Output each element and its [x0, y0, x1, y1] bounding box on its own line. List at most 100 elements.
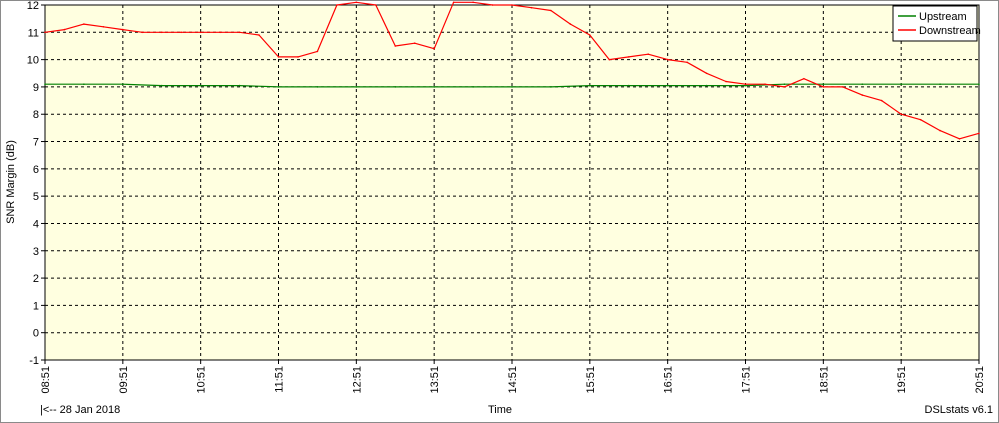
- data-point-downstream: [413, 42, 416, 44]
- data-point-upstream: [628, 84, 630, 87]
- data-point-downstream: [277, 56, 280, 58]
- data-point-downstream: [686, 61, 688, 64]
- data-point-downstream: [238, 31, 241, 34]
- x-tick-label: 10:51: [196, 366, 208, 394]
- data-point-upstream: [744, 84, 747, 87]
- data-point-downstream: [180, 31, 182, 34]
- data-point-upstream: [900, 83, 902, 85]
- x-tick-label: 09:51: [118, 366, 130, 394]
- y-tick-label: 2: [33, 273, 39, 285]
- data-point-downstream: [569, 23, 572, 25]
- y-tick-label: 5: [33, 191, 39, 203]
- y-tick-label: 0: [33, 328, 39, 340]
- y-tick-label: -1: [29, 355, 39, 367]
- data-point-downstream: [978, 132, 980, 135]
- data-point-downstream: [861, 94, 864, 96]
- data-point-upstream: [355, 86, 358, 88]
- series-layer: [44, 1, 980, 140]
- data-point-upstream: [666, 84, 669, 87]
- x-tick-label: 16:51: [663, 366, 675, 394]
- y-axis-title: SNR Margin (dB): [5, 140, 17, 224]
- y-tick-label: 9: [33, 82, 39, 94]
- data-point-upstream: [511, 86, 513, 88]
- data-point-upstream: [122, 83, 124, 85]
- app-version-label: DSLstats v6.1: [924, 404, 993, 416]
- x-axis-ticks: 08:51 09:51 10:51 11:51 12:51 13:51 14:51 15:51…: [40, 360, 986, 394]
- data-point-upstream: [161, 84, 163, 87]
- x-tick-label: 08:51: [40, 366, 52, 394]
- data-point-downstream: [375, 4, 377, 6]
- y-tick-label: 12: [27, 0, 39, 12]
- data-point-downstream: [550, 9, 552, 12]
- y-tick-label: 7: [33, 137, 39, 149]
- data-point-upstream: [589, 84, 591, 87]
- data-point-downstream: [530, 6, 533, 9]
- data-point-downstream: [452, 1, 455, 4]
- x-tick-label: 20:51: [974, 366, 986, 394]
- data-point-downstream: [628, 56, 630, 58]
- y-tick-label: 1: [33, 300, 39, 312]
- data-point-downstream: [842, 86, 844, 88]
- data-point-upstream: [83, 83, 85, 85]
- data-point-upstream: [705, 84, 708, 87]
- data-point-downstream: [764, 83, 766, 85]
- data-point-downstream: [433, 47, 436, 50]
- legend-label-downstream: Downstream: [919, 25, 981, 37]
- data-point-downstream: [161, 31, 163, 34]
- y-tick-label: 8: [33, 109, 39, 121]
- data-point-downstream: [141, 31, 144, 34]
- data-point-downstream: [958, 138, 961, 140]
- data-point-downstream: [297, 56, 299, 58]
- data-point-upstream: [861, 83, 864, 85]
- data-point-downstream: [83, 23, 85, 25]
- x-tick-label: 17:51: [741, 366, 753, 394]
- y-tick-label: 10: [27, 55, 39, 67]
- data-point-downstream: [472, 1, 474, 4]
- x-tick-label: 12:51: [351, 366, 363, 394]
- data-point-downstream: [394, 45, 397, 47]
- data-point-upstream: [316, 86, 319, 88]
- data-point-upstream: [433, 86, 436, 88]
- data-point-downstream: [608, 58, 611, 61]
- data-point-downstream: [63, 28, 66, 31]
- data-point-downstream: [666, 58, 669, 61]
- data-point-upstream: [277, 86, 280, 88]
- data-point-downstream: [102, 26, 105, 28]
- x-tick-label: 18:51: [818, 366, 830, 394]
- legend-label-upstream: Upstream: [919, 11, 967, 23]
- data-point-downstream: [900, 113, 902, 115]
- data-point-downstream: [511, 4, 513, 6]
- data-point-downstream: [705, 72, 708, 75]
- data-point-downstream: [880, 99, 883, 102]
- data-point-downstream: [647, 53, 649, 55]
- data-point-upstream: [978, 83, 980, 85]
- data-point-downstream: [336, 4, 338, 6]
- data-point-upstream: [44, 83, 46, 85]
- data-point-downstream: [199, 31, 202, 34]
- y-tick-label: 4: [33, 218, 39, 230]
- data-point-downstream: [219, 31, 221, 34]
- data-point-upstream: [472, 86, 474, 88]
- data-point-upstream: [550, 86, 552, 88]
- x-tick-label: 19:51: [896, 366, 908, 394]
- data-point-downstream: [589, 34, 591, 36]
- data-point-downstream: [744, 83, 747, 85]
- data-point-downstream: [258, 34, 260, 36]
- x-axis-title: Time: [488, 404, 513, 416]
- y-tick-label: 11: [28, 27, 39, 39]
- data-point-downstream: [919, 118, 922, 121]
- data-point-upstream: [199, 84, 202, 87]
- x-tick-label: 15:51: [585, 366, 597, 394]
- date-navigator-label[interactable]: |<-- 28 Jan 2018: [40, 404, 121, 416]
- x-tick-label: 11:51: [274, 366, 286, 393]
- x-tick-label: 14:51: [507, 366, 519, 394]
- data-point-upstream: [939, 83, 941, 85]
- data-point-downstream: [316, 50, 319, 53]
- y-tick-label: 6: [33, 164, 39, 176]
- grid-lines: [45, 5, 979, 360]
- data-point-upstream: [822, 83, 825, 85]
- data-point-downstream: [783, 86, 786, 88]
- legend: Upstream Downstream: [892, 5, 981, 42]
